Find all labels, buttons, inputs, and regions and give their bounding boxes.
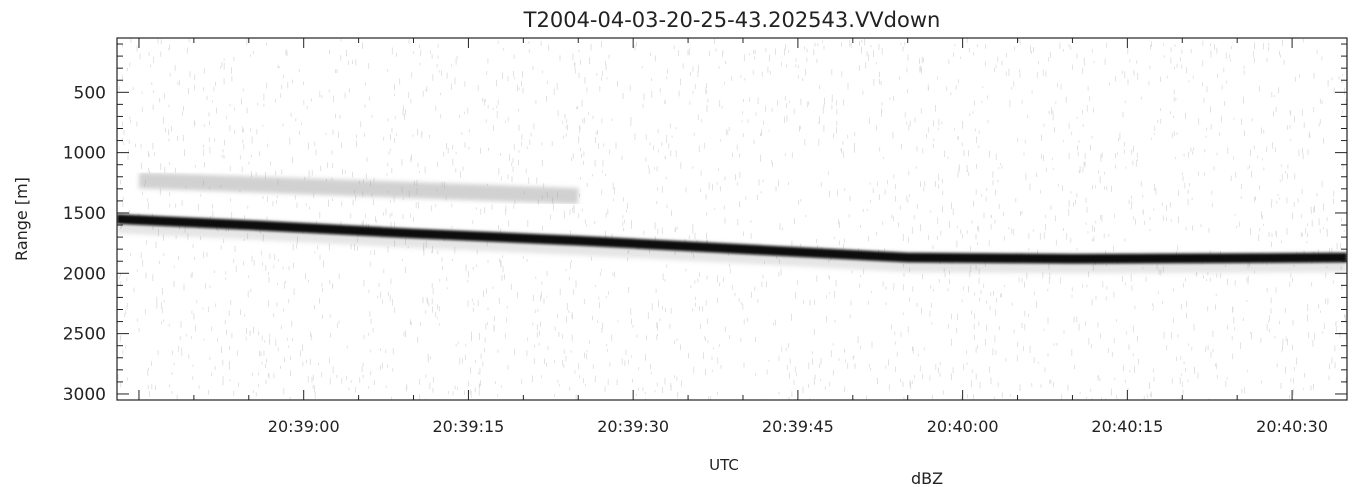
y-tick-label: 2000 [63, 264, 106, 284]
x-tick-label: 20:39:00 [268, 417, 340, 436]
y-tick-label: 1500 [63, 204, 106, 224]
x-tick-label: 20:39:30 [597, 417, 669, 436]
weak-echo-layer [138, 172, 579, 205]
x-tick-label: 20:40:00 [927, 417, 999, 436]
y-tick-label: 1000 [63, 144, 106, 164]
x-tick-label: 20:39:45 [762, 417, 834, 436]
noise-texture [117, 38, 1347, 400]
x-tick-label: 20:40:30 [1256, 417, 1328, 436]
plot-area [117, 38, 1347, 400]
x-axis-ticks: 20:39:00 20:39:15 20:39:30 20:39:45 20:40:00… [138, 38, 1348, 436]
y-tick-label: 3000 [63, 385, 106, 405]
strong-echo-band [117, 214, 1347, 264]
plot-frame [116, 37, 1348, 401]
plot-background [117, 38, 1347, 400]
y-axis-ticks: 500 1000 1500 2000 2500 3000 [63, 43, 1347, 405]
y-tick-label: 2500 [63, 325, 106, 345]
x-tick-label: 20:39:15 [432, 417, 504, 436]
y-tick-label: 500 [74, 83, 106, 103]
x-axis-label: UTC [709, 456, 739, 474]
colorbar-label: dBZ [911, 469, 943, 487]
x-tick-label: 20:40:15 [1091, 417, 1163, 436]
chart-title: T2004-04-03-20-25-43.202543.VVdown [523, 8, 941, 32]
y-axis-label: Range [m] [12, 177, 31, 261]
noise-speckle [117, 38, 1347, 400]
